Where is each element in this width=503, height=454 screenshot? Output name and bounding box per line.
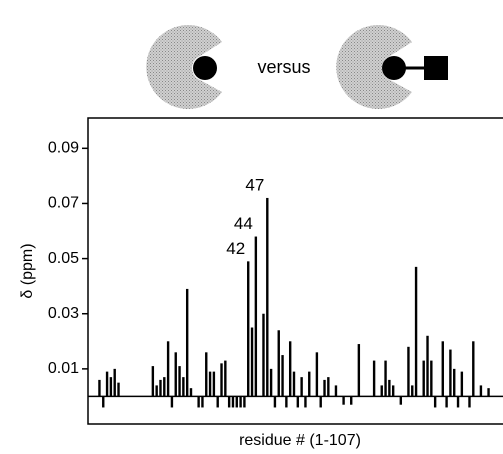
bar <box>159 379 162 397</box>
bar <box>288 341 292 397</box>
protein-shape <box>146 25 222 109</box>
bar <box>227 396 231 408</box>
y-tick-label: 0.03 <box>48 305 79 322</box>
bar <box>296 396 300 408</box>
bar <box>235 396 238 408</box>
bar <box>182 377 185 397</box>
bar <box>319 396 322 408</box>
bar <box>384 360 387 397</box>
bar <box>487 388 490 397</box>
bar <box>220 363 223 397</box>
bar <box>414 266 418 397</box>
bar <box>327 377 330 397</box>
bar <box>472 341 475 397</box>
bar <box>407 346 410 397</box>
bar <box>334 385 338 397</box>
bar <box>285 396 288 408</box>
bar <box>315 352 319 397</box>
bar <box>117 382 120 397</box>
bar <box>292 371 296 397</box>
bar <box>98 379 101 397</box>
annotation: 44 <box>234 214 253 233</box>
bar <box>151 366 155 397</box>
bar <box>411 385 414 397</box>
bar <box>109 377 113 397</box>
bar <box>426 335 429 397</box>
y-tick-label: 0.09 <box>48 140 79 157</box>
bar <box>430 360 433 397</box>
bar <box>254 236 258 397</box>
bar <box>266 197 269 397</box>
bar <box>166 341 170 397</box>
bar <box>449 349 452 397</box>
protein-shape <box>336 24 412 109</box>
bar <box>380 385 383 397</box>
bar <box>460 371 464 397</box>
bar <box>163 377 166 397</box>
bar <box>357 344 361 397</box>
bar <box>262 313 265 397</box>
bar <box>174 352 177 397</box>
bar <box>102 396 105 408</box>
bar <box>205 352 208 397</box>
tag <box>424 56 448 80</box>
bar <box>468 396 471 408</box>
bar <box>399 396 403 405</box>
bar <box>422 360 425 397</box>
bar <box>391 385 395 397</box>
bar <box>304 396 307 408</box>
bar <box>208 371 212 397</box>
y-tick-label: 0.07 <box>48 195 79 212</box>
bar <box>323 379 326 397</box>
bar <box>433 396 437 408</box>
y-tick-label: 0.01 <box>48 360 79 377</box>
bar <box>247 261 250 397</box>
bar <box>178 366 181 397</box>
bar <box>243 396 246 408</box>
annotation: 42 <box>226 239 245 258</box>
bar <box>277 330 280 397</box>
bar <box>441 341 444 397</box>
bar <box>250 327 254 397</box>
versus-label: versus <box>257 57 310 77</box>
bar <box>300 377 303 397</box>
ligand <box>193 56 217 80</box>
bar <box>281 355 284 397</box>
bar <box>216 396 219 408</box>
x-axis-label: residue # (1-107) <box>239 432 361 449</box>
bar <box>273 396 277 408</box>
plot-frame <box>87 117 503 425</box>
bar <box>350 396 353 405</box>
bar <box>456 396 460 408</box>
y-axis-label: δ (ppm) <box>19 243 36 298</box>
bar <box>372 360 376 397</box>
bar <box>185 288 189 397</box>
bar <box>269 368 273 397</box>
annotation: 47 <box>245 175 264 194</box>
y-tick-label: 0.05 <box>48 250 79 267</box>
ligand <box>382 56 406 80</box>
bar <box>201 396 204 408</box>
bar <box>212 371 216 397</box>
bar <box>189 388 193 397</box>
schematic: versus <box>146 24 448 109</box>
bar <box>308 371 311 397</box>
bar <box>479 385 483 397</box>
bar <box>170 396 174 408</box>
bar <box>453 368 456 397</box>
bar <box>113 368 116 397</box>
bar <box>388 379 391 397</box>
bar <box>342 396 345 405</box>
bar <box>224 360 227 397</box>
bar <box>445 396 448 408</box>
bar <box>155 385 158 397</box>
bar <box>231 396 235 408</box>
bar <box>239 396 242 408</box>
bar <box>197 396 200 408</box>
bar <box>105 371 109 397</box>
